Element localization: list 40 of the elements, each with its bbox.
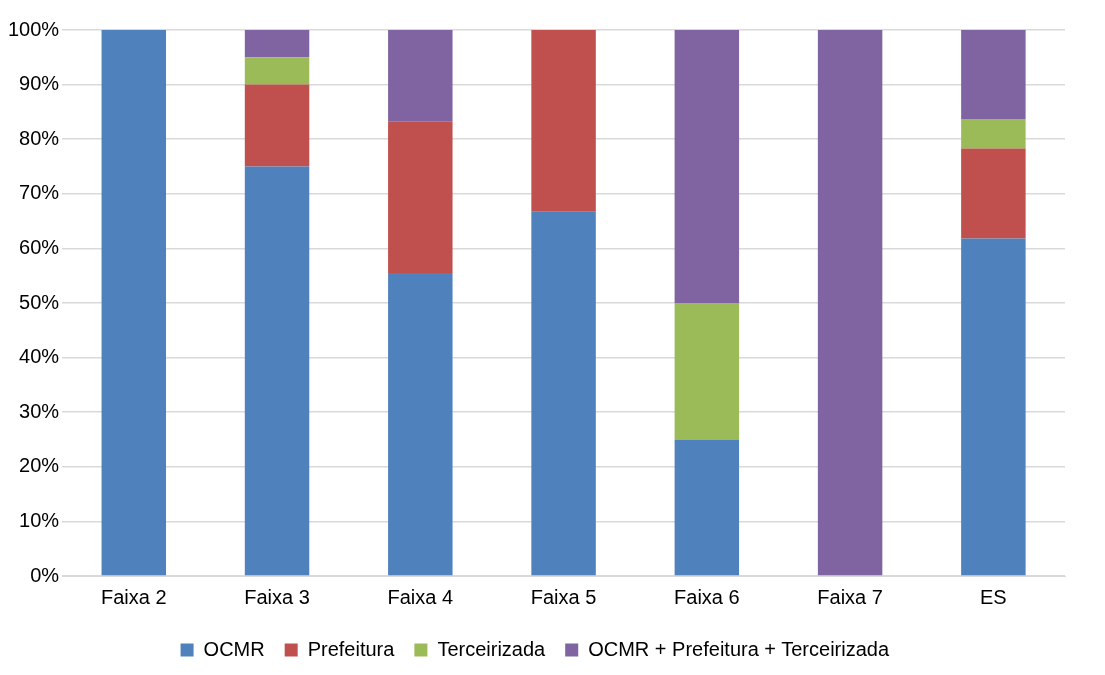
bar (244, 166, 310, 576)
x-tick-label: Faixa 6 (674, 585, 740, 608)
x-tick-label: ES (980, 585, 1007, 608)
bar (674, 303, 740, 440)
bar (674, 30, 740, 303)
y-tick-label: 20% (19, 454, 60, 477)
bar (101, 30, 167, 576)
legend-label: OCMR (203, 637, 265, 660)
legend-label: Terceirizada (437, 637, 547, 660)
x-tick-label: Faixa 7 (817, 585, 883, 608)
bar (961, 148, 1026, 239)
bar (388, 30, 453, 122)
bar (674, 439, 740, 576)
y-tick-label: 70% (19, 181, 60, 204)
x-tick-label: Faixa 3 (244, 585, 310, 608)
y-tick-label: 80% (19, 126, 60, 149)
legend-label: OCMR + Prefeitura + Terceirizada (588, 637, 890, 660)
y-tick-label: 30% (19, 399, 60, 422)
y-tick-label: 40% (19, 345, 60, 368)
legend-label: Prefeitura (307, 637, 396, 660)
bar (817, 30, 883, 576)
y-tick-label: 0% (30, 563, 60, 586)
y-tick-label: 90% (19, 72, 60, 95)
x-tick-label: Faixa 5 (530, 585, 597, 608)
x-tick-label: Faixa 2 (100, 585, 167, 608)
bar (244, 57, 310, 85)
bar (388, 121, 453, 273)
y-tick-label: 10% (19, 508, 60, 531)
y-tick-label: 100% (8, 17, 60, 40)
bar (531, 211, 596, 576)
bar (961, 119, 1026, 149)
x-tick-label: Faixa 4 (387, 585, 454, 608)
y-tick-label: 50% (19, 290, 60, 313)
bar (961, 30, 1026, 119)
bar (388, 272, 453, 576)
bar (961, 238, 1026, 576)
bar (531, 30, 596, 212)
bar (244, 30, 310, 58)
bar (244, 84, 310, 167)
y-tick-label: 60% (19, 235, 60, 258)
